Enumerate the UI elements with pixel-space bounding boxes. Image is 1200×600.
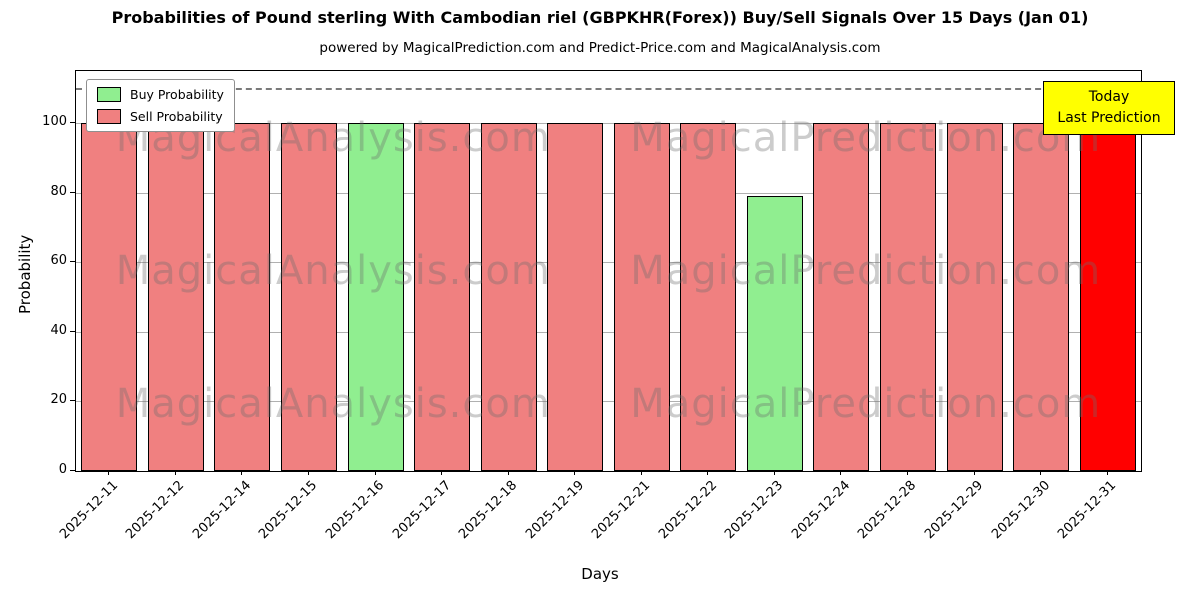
legend-swatch (97, 87, 121, 102)
x-tick-label: 2025-12-19 (522, 478, 587, 543)
gridline (76, 192, 1141, 194)
bar-sell (481, 123, 537, 471)
legend-label: Buy Probability (130, 87, 224, 102)
x-tick-label: 2025-12-28 (855, 478, 920, 543)
gridline (76, 331, 1141, 333)
annotation-line2: Last Prediction (1057, 110, 1161, 126)
x-tick-label: 2025-12-24 (789, 478, 854, 543)
x-tick-mark (707, 471, 708, 475)
x-tick-label: 2025-12-31 (1055, 478, 1120, 543)
bar-sell (947, 123, 1003, 471)
bar-sell (148, 123, 204, 471)
legend: Buy Probability Sell Probability (86, 79, 235, 132)
y-tick-mark (70, 191, 75, 193)
bar-sell (680, 123, 736, 471)
x-tick-mark (907, 471, 908, 475)
bar-buy (348, 123, 404, 471)
x-tick-mark (308, 471, 309, 475)
gridline (76, 123, 1141, 125)
legend-label: Sell Probability (130, 109, 223, 124)
y-axis-label: Probability (16, 234, 34, 314)
bar-buy (747, 196, 803, 471)
bar-sell (880, 123, 936, 471)
x-tick-mark (241, 471, 242, 475)
gridline (76, 401, 1141, 403)
x-tick-label: 2025-12-18 (456, 478, 521, 543)
x-tick-label: 2025-12-17 (389, 478, 454, 543)
bar-sell (414, 123, 470, 471)
x-tick-mark (1107, 471, 1108, 475)
x-tick-mark (840, 471, 841, 475)
chart-title: Probabilities of Pound sterling With Cam… (111, 8, 1089, 27)
bar-sell (614, 123, 670, 471)
plot-area: MagicalAnalysis.com MagicalPrediction.com… (75, 70, 1175, 472)
y-tick-label: 20 (50, 392, 67, 408)
y-tick-mark (70, 400, 75, 402)
x-tick-mark (774, 471, 775, 475)
bar-sell (1013, 123, 1069, 471)
x-tick-label: 2025-12-15 (256, 478, 321, 543)
y-tick-label: 40 (50, 322, 67, 338)
x-tick-label: 2025-12-21 (589, 478, 654, 543)
x-tick-mark (508, 471, 509, 475)
y-tick-mark (70, 261, 75, 263)
gridline (76, 262, 1141, 264)
x-tick-mark (375, 471, 376, 475)
x-tick-label: 2025-12-14 (189, 478, 255, 543)
bar-sell (81, 123, 137, 471)
bar-sell (214, 123, 270, 471)
legend-swatch (97, 109, 121, 124)
bar-sell (281, 123, 337, 471)
y-tick-mark (70, 470, 75, 471)
x-tick-mark (1040, 471, 1041, 475)
x-tick-label: 2025-12-22 (655, 478, 720, 543)
y-tick-label: 0 (58, 462, 67, 477)
x-tick-label: 2025-12-23 (722, 478, 787, 543)
today-annotation: Today Last Prediction (1043, 81, 1175, 135)
legend-entry[interactable]: Sell Probability (97, 109, 224, 124)
y-tick-label: 100 (42, 114, 67, 130)
annotation-line1: Today (1088, 89, 1130, 105)
bar-sell (813, 123, 869, 471)
x-tick-mark (441, 471, 442, 475)
chart-subtitle: powered by MagicalPrediction.com and Pre… (319, 40, 881, 56)
x-tick-label: 2025-12-16 (323, 478, 388, 543)
x-tick-mark (574, 471, 575, 475)
x-tick-label: 2025-12-29 (922, 478, 987, 543)
x-axis-label: Days (581, 565, 619, 583)
bar-today (1080, 123, 1136, 471)
legend-entry[interactable]: Buy Probability (97, 87, 224, 102)
x-tick-label: 2025-12-12 (123, 478, 188, 543)
y-tick-label: 60 (50, 253, 67, 269)
y-tick-mark (70, 122, 75, 124)
y-tick-mark (70, 330, 75, 332)
x-tick-mark (108, 471, 109, 475)
y-tick-label: 80 (50, 183, 67, 199)
x-tick-mark (641, 471, 642, 475)
x-tick-label: 2025-12-30 (988, 478, 1053, 543)
x-tick-mark (175, 471, 176, 475)
x-tick-label: 2025-12-11 (56, 478, 121, 543)
x-tick-mark (974, 471, 975, 475)
bar-sell (547, 123, 603, 471)
dashed-reference-line (76, 88, 1141, 90)
